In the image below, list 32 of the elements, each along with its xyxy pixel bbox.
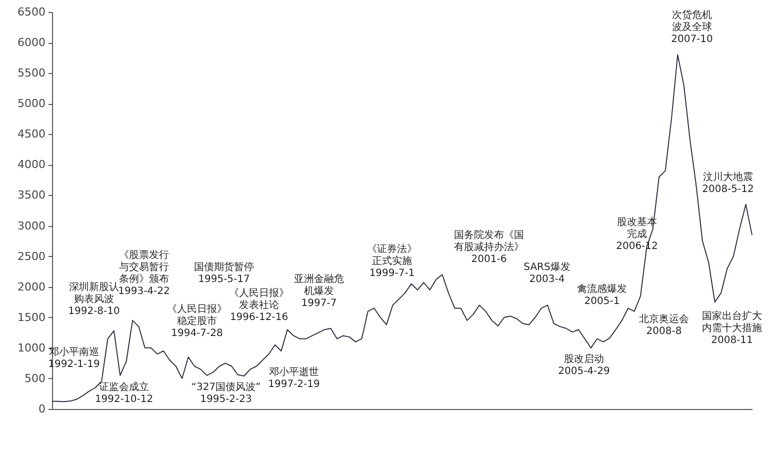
y-tick-label: 5000 (18, 97, 46, 110)
y-tick-label: 1500 (18, 310, 46, 324)
annotation: 股改启动 2005-4-29 (558, 353, 610, 377)
annotation: 禽流感爆发 2005-1 (577, 283, 627, 307)
annotation: 汶川大地震 2008-5-12 (702, 171, 754, 195)
y-tick-label: 1000 (18, 341, 46, 354)
annotation: 证监会成立 1992-10-12 (94, 381, 154, 405)
y-tick-label: 0 (38, 402, 46, 416)
annotation: 《股票发行与交易暂行条例》颁布 1993-4-22 (118, 249, 170, 297)
annotation: 次贷危机波及全球 2007-10 (671, 9, 713, 45)
y-tick-label: 2000 (18, 280, 46, 294)
y-tick-label: 6000 (18, 36, 46, 50)
annotation: “327国债风波” 1995-2-23 (191, 381, 261, 405)
y-tick-label: 4000 (18, 158, 46, 172)
annotation: 《人民日报》稳定股市 1994-7-28 (167, 303, 227, 339)
y-tick-label: 3000 (18, 219, 46, 232)
y-tick-label: 5500 (18, 66, 46, 80)
annotation: 国家出台扩大内需十大措施 2008-11 (702, 310, 762, 346)
y-tick-label: 6500 (18, 6, 46, 18)
annotation: 邓小平逝世 1997-2-19 (268, 366, 320, 390)
y-tick-label: 500 (24, 372, 46, 385)
y-tick-label: 2500 (18, 250, 46, 263)
y-tick-label: 3500 (18, 188, 46, 202)
annotation: 亚洲金融危机爆发 1997-7 (294, 273, 344, 309)
annotation: 《证券法》正式实施 1999-7-1 (367, 243, 417, 279)
annotation: 《人民日报》发表社论 1996-12-16 (229, 287, 289, 323)
annotation: 国务院发布《国有股减持办法》 2001-6 (454, 229, 524, 265)
y-tick-label: 4500 (18, 128, 46, 141)
annotation: 北京奥运会 2008-8 (639, 313, 689, 337)
annotation: 国债期货暂停 1995-5-17 (194, 261, 254, 285)
annotation: SARS爆发 2003-4 (524, 261, 570, 285)
annotation: 深圳新股认购表风波 1992-8-10 (68, 281, 120, 317)
